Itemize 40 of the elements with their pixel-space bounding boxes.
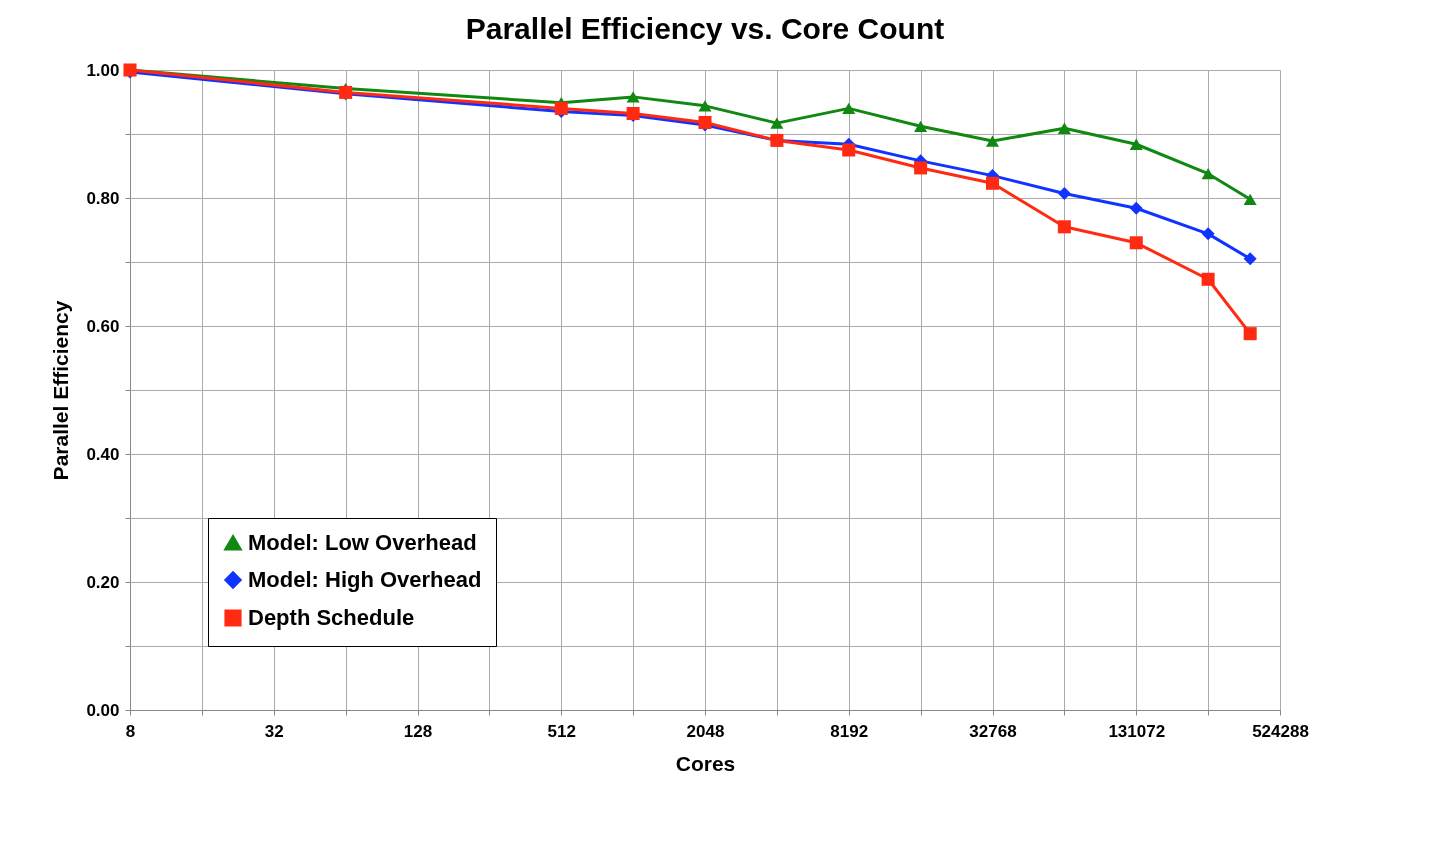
- point: [1201, 168, 1215, 180]
- x-tick-label: 8192: [830, 721, 869, 741]
- point: [770, 117, 784, 129]
- y-tick-label: 0.60: [86, 316, 120, 336]
- point: [1057, 187, 1071, 201]
- point: [1129, 236, 1143, 250]
- y-tick-label: 0.00: [86, 700, 120, 720]
- y-axis-title: Parallel Efficiency: [49, 300, 73, 481]
- legend-label: Model: Low Overhead: [248, 530, 477, 555]
- point: [1057, 220, 1071, 234]
- x-tick-label: 131072: [1108, 721, 1166, 741]
- y-tick-label: 0.80: [86, 188, 120, 208]
- chart-title: Parallel Efficiency vs. Core Count: [465, 12, 945, 45]
- point: [985, 135, 1000, 147]
- x-tick-label: 512: [547, 721, 576, 741]
- point: [985, 176, 1000, 190]
- y-tick-label: 0.40: [86, 444, 120, 464]
- point: [1201, 227, 1215, 241]
- point: [842, 102, 856, 115]
- legend-label: Depth Schedule: [248, 605, 415, 630]
- x-axis-title: Cores: [675, 751, 736, 775]
- legend-label: Model: High Overhead: [248, 567, 482, 592]
- point: [554, 101, 568, 115]
- point: [1129, 201, 1143, 215]
- point: [626, 91, 640, 103]
- point: [914, 161, 928, 175]
- x-tick-label: 8: [125, 721, 136, 741]
- point: [1057, 122, 1071, 134]
- y-tick-label: 1.00: [86, 60, 120, 80]
- x-tick-label: 32768: [969, 721, 1017, 741]
- x-tick-label: 128: [403, 721, 433, 741]
- point: [1129, 138, 1143, 150]
- point: [914, 120, 928, 132]
- y-tick-label: 0.20: [86, 572, 120, 592]
- x-tick-label: 2048: [686, 721, 725, 741]
- point: [1201, 272, 1215, 286]
- point: [698, 100, 712, 112]
- x-tick-label: 32: [264, 721, 284, 741]
- point: [842, 143, 856, 157]
- x-tick-label: 524288: [1252, 721, 1309, 741]
